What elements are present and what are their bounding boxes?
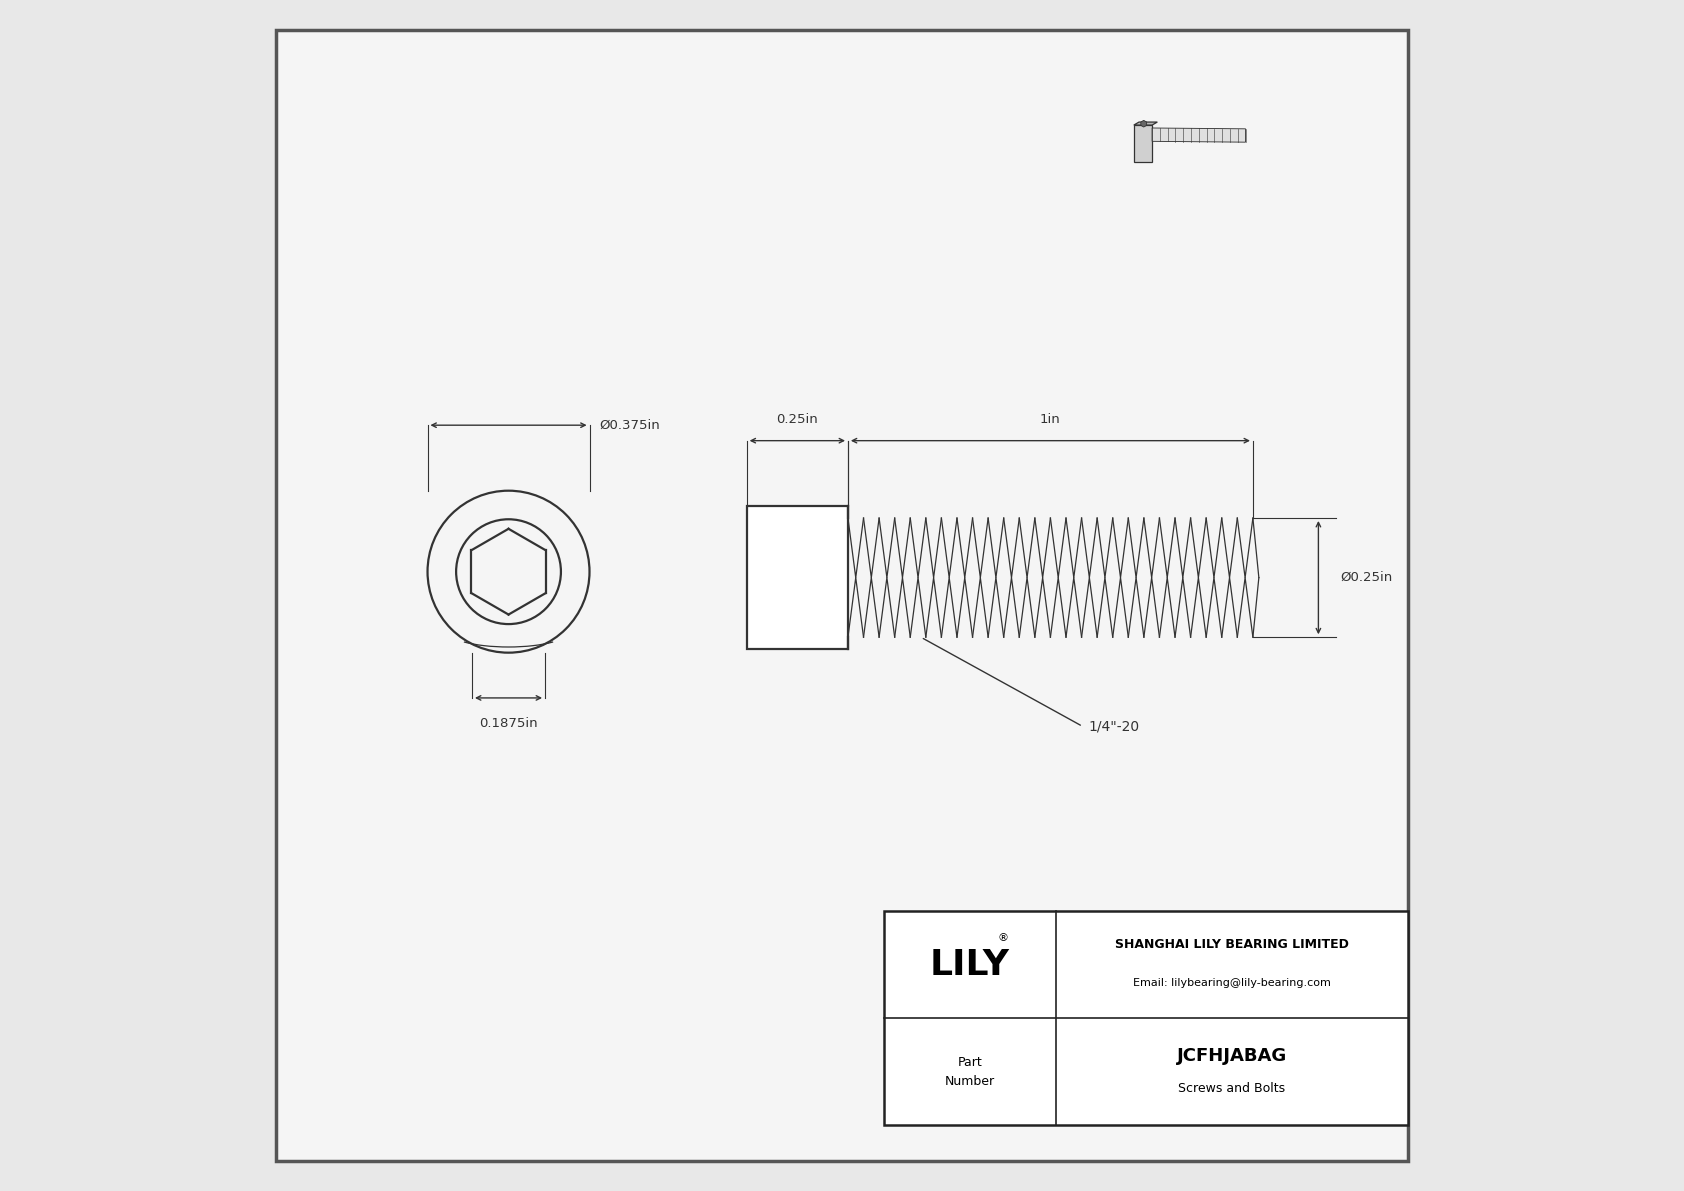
Text: 1/4"-20: 1/4"-20: [1090, 719, 1140, 734]
Text: Ø0.25in: Ø0.25in: [1340, 572, 1393, 584]
Text: 0.1875in: 0.1875in: [480, 717, 537, 730]
Text: Part
Number: Part Number: [945, 1056, 995, 1087]
Text: JCFHJABAG: JCFHJABAG: [1177, 1047, 1287, 1066]
Text: ®: ®: [999, 934, 1009, 943]
Polygon shape: [1152, 127, 1246, 142]
Bar: [746, 506, 849, 649]
Text: 0.25in: 0.25in: [776, 413, 818, 426]
Text: Screws and Bolts: Screws and Bolts: [1179, 1083, 1285, 1095]
Polygon shape: [1133, 121, 1157, 125]
Text: SHANGHAI LILY BEARING LIMITED: SHANGHAI LILY BEARING LIMITED: [1115, 939, 1349, 950]
Text: Email: lilybearing@lily-bearing.com: Email: lilybearing@lily-bearing.com: [1133, 978, 1330, 987]
Bar: [884, 911, 1408, 1125]
Text: 1in: 1in: [1041, 413, 1061, 426]
Text: LILY: LILY: [930, 948, 1010, 981]
Polygon shape: [1140, 120, 1147, 127]
Text: Ø0.375in: Ø0.375in: [600, 419, 660, 431]
Polygon shape: [1133, 125, 1152, 162]
